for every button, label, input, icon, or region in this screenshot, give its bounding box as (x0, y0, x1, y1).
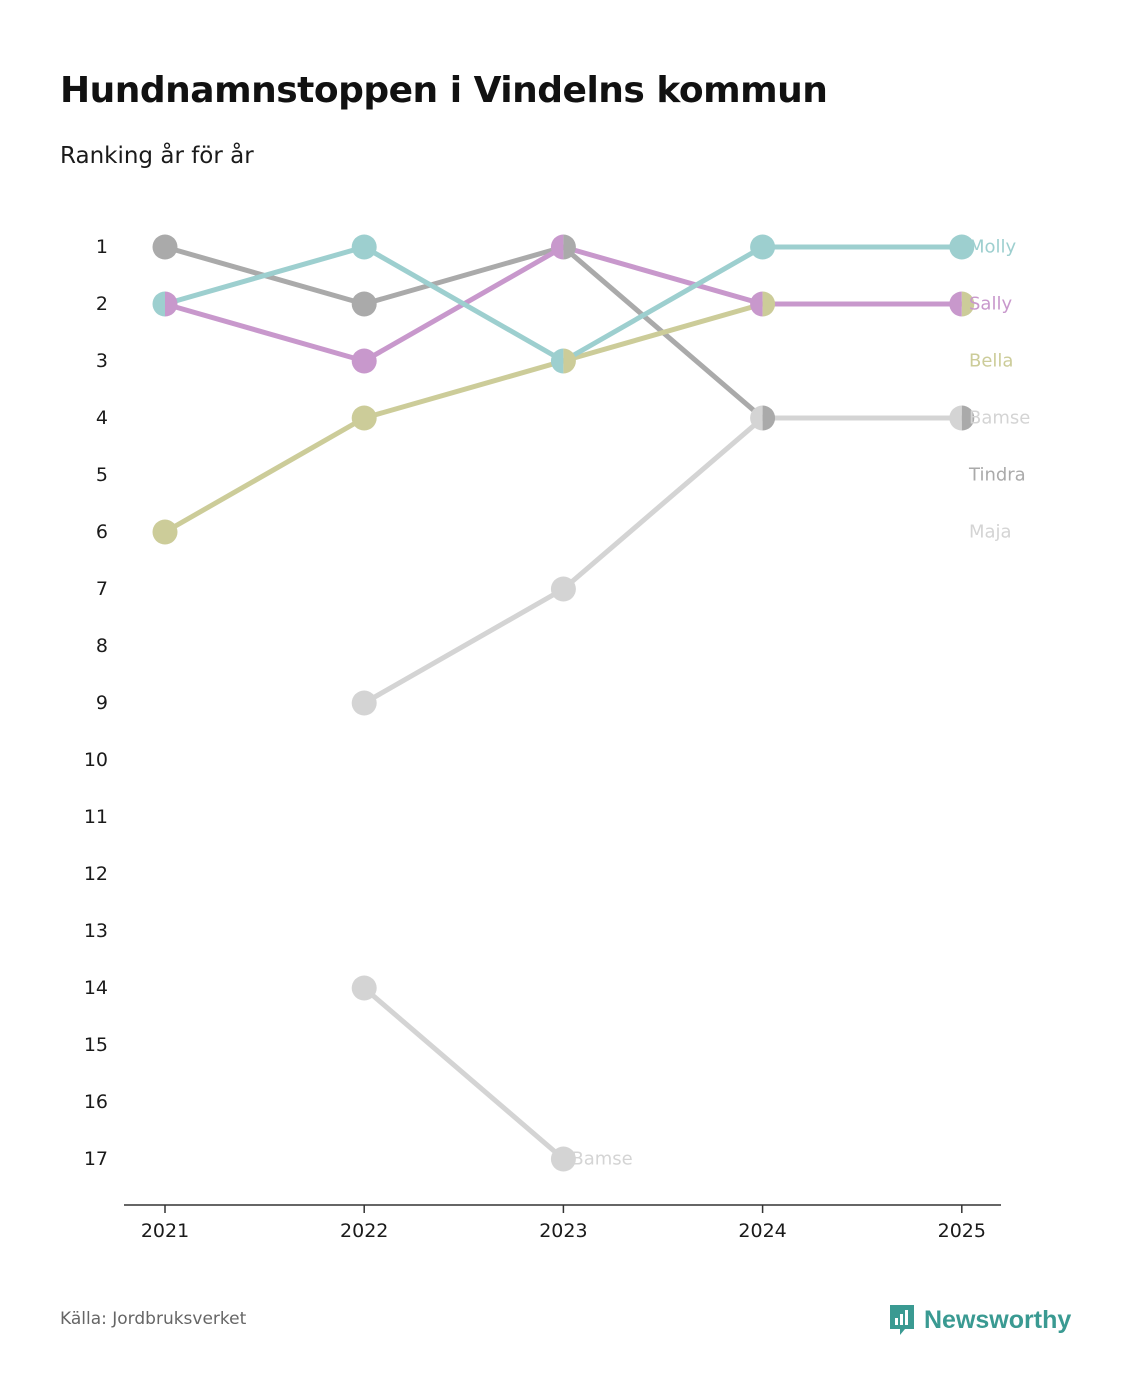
y-tick-label: 15 (84, 1034, 108, 1056)
end-label-sally: Sally (969, 294, 1012, 315)
y-tick-label: 13 (84, 920, 108, 942)
y-tick-label: 6 (96, 521, 108, 543)
y-tick-label: 2 (96, 293, 108, 315)
marker-bella (152, 519, 178, 545)
marker-sally-half (165, 291, 178, 317)
x-tick-label: 2023 (539, 1220, 587, 1242)
marker-sally-half (949, 291, 962, 317)
y-tick-label: 14 (84, 977, 108, 999)
marker-molly (351, 234, 377, 260)
x-axis-ticks: 2021 2022 2023 2024 2025 (141, 1205, 986, 1242)
marker-bella-half (961, 291, 975, 317)
marker-bamse-half (949, 405, 962, 431)
marker-bamse (351, 690, 377, 716)
series-line-sally (162, 301, 367, 364)
marker-maja (550, 1146, 576, 1172)
marker-bamse-half (750, 405, 763, 431)
series-line-bamse (361, 586, 566, 706)
marker-sally-half (750, 291, 763, 317)
x-tick-label: 2022 (340, 1220, 388, 1242)
end-label-molly: Molly (969, 237, 1017, 258)
series-line-bella (162, 415, 367, 535)
newsworthy-logo: Newsworthy (888, 1303, 1071, 1337)
marker-bamse (550, 576, 576, 602)
end-label-maja: Maja (969, 522, 1012, 543)
x-tick-label: 2024 (738, 1220, 786, 1242)
series-line-molly (361, 244, 566, 364)
marker-tindra-half (762, 405, 776, 431)
y-tick-label: 4 (96, 407, 108, 429)
series-lines (162, 244, 965, 1162)
marker-bella-half (563, 348, 576, 374)
series-line-maja (361, 985, 566, 1162)
end-label-bamse: Bamse (969, 408, 1030, 429)
marker-molly-half (550, 348, 564, 374)
marker-molly-half (152, 291, 165, 317)
y-tick-label: 16 (84, 1091, 108, 1113)
marker-tindra (152, 234, 178, 260)
source-note: Källa: Jordbruksverket (60, 1309, 247, 1329)
series-line-bella (560, 301, 766, 364)
y-tick-label: 7 (96, 578, 108, 600)
y-tick-label: 12 (84, 863, 108, 885)
marker-tindra-half (961, 405, 975, 431)
series-markers (152, 234, 975, 1172)
x-tick-label: 2025 (938, 1220, 986, 1242)
marker-bella-half (762, 291, 776, 317)
marker-tindra-half (563, 234, 576, 260)
y-tick-label: 11 (84, 806, 108, 828)
x-tick-label: 2021 (141, 1220, 189, 1242)
brand-logo-icon (890, 1305, 914, 1335)
marker-tindra (351, 291, 377, 317)
chart-title: Hundnamnstoppen i Vindelns kommun (60, 70, 828, 111)
y-tick-label: 3 (96, 350, 108, 372)
series-line-molly (162, 244, 367, 307)
series-line-tindra (361, 244, 566, 307)
marker-molly (949, 234, 975, 260)
series-end-labels: Molly Sally Bella Bamse Tindra Maja Bamse (571, 237, 1030, 1170)
chart-subtitle: Ranking år för år (60, 143, 254, 169)
series-line-bella (361, 358, 566, 421)
marker-bella (351, 405, 377, 431)
marker-maja (351, 975, 377, 1001)
marker-sally (351, 348, 377, 374)
annotation-label: Bamse (571, 1149, 632, 1170)
brand-name: Newsworthy (924, 1305, 1072, 1334)
marker-sally-half (550, 234, 564, 260)
y-tick-label: 10 (84, 749, 108, 771)
series-line-sally (560, 244, 766, 307)
end-label-tindra: Tindra (968, 465, 1026, 486)
y-tick-label: 1 (96, 236, 108, 258)
y-tick-label: 17 (84, 1148, 108, 1170)
marker-molly (750, 234, 776, 260)
y-tick-label: 8 (96, 635, 108, 657)
series-line-bamse (560, 415, 766, 592)
y-tick-label: 5 (96, 464, 108, 486)
end-label-bella: Bella (969, 351, 1013, 372)
series-line-molly (560, 244, 766, 364)
y-tick-label: 9 (96, 692, 108, 714)
